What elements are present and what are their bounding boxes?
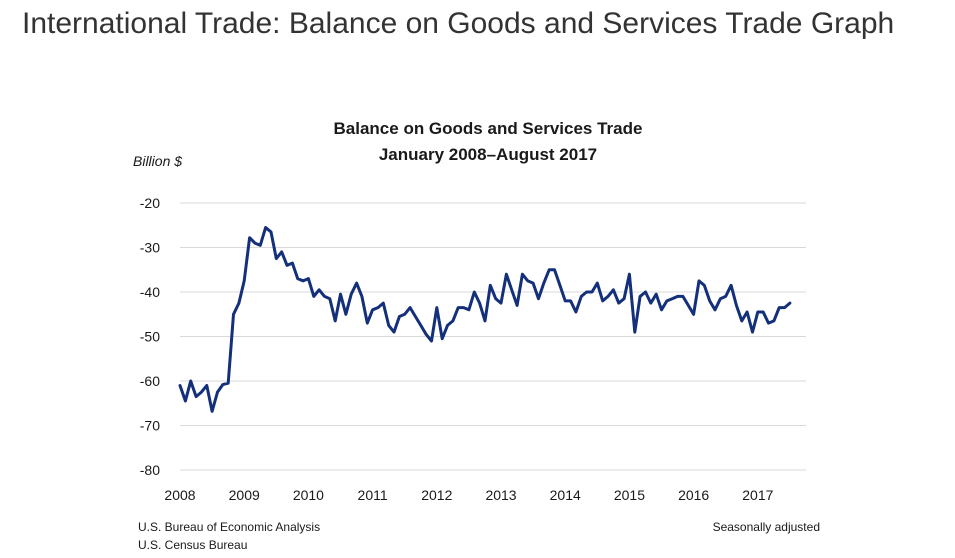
x-tick-label: 2013 <box>485 487 516 503</box>
x-tick-label: 2011 <box>358 487 388 503</box>
seasonally-adjusted-note: Seasonally adjusted <box>713 520 820 534</box>
series-line <box>178 226 792 413</box>
chart-subtitle: January 2008–August 2017 <box>379 145 597 164</box>
y-tick-label: -40 <box>140 284 160 300</box>
x-tick-label: 2010 <box>293 487 324 503</box>
x-tick-label: 2017 <box>742 487 773 503</box>
x-tick-label: 2014 <box>550 487 581 503</box>
y-tick-label: -70 <box>140 418 160 434</box>
y-tick-label: -60 <box>140 373 160 389</box>
y-axis-label: Billion $ <box>133 153 182 169</box>
x-tick-label: 2016 <box>678 487 709 503</box>
series-layer <box>178 226 792 413</box>
y-tick-label: -20 <box>140 195 160 211</box>
chart-title: Balance on Goods and Services Trade <box>334 119 643 138</box>
x-tick-label: 2008 <box>164 487 195 503</box>
x-tick-label: 2009 <box>229 487 260 503</box>
y-tick-label: -50 <box>140 329 160 345</box>
x-axis-ticks: 2008 2009 2010 2011 2012 2013 2014 2015 2016 2017 <box>164 487 773 503</box>
y-tick-label: -30 <box>140 240 160 256</box>
source-bea: U.S. Bureau of Economic Analysis <box>138 520 320 534</box>
source-census: U.S. Census Bureau <box>138 538 247 552</box>
page-heading: International Trade: Balance on Goods an… <box>22 7 895 40</box>
y-axis-ticks: -20 -30 -40 -50 -60 -70 -80 <box>140 195 160 478</box>
y-tick-label: -80 <box>140 462 160 478</box>
x-tick-label: 2012 <box>421 487 452 503</box>
x-tick-label: 2015 <box>614 487 645 503</box>
